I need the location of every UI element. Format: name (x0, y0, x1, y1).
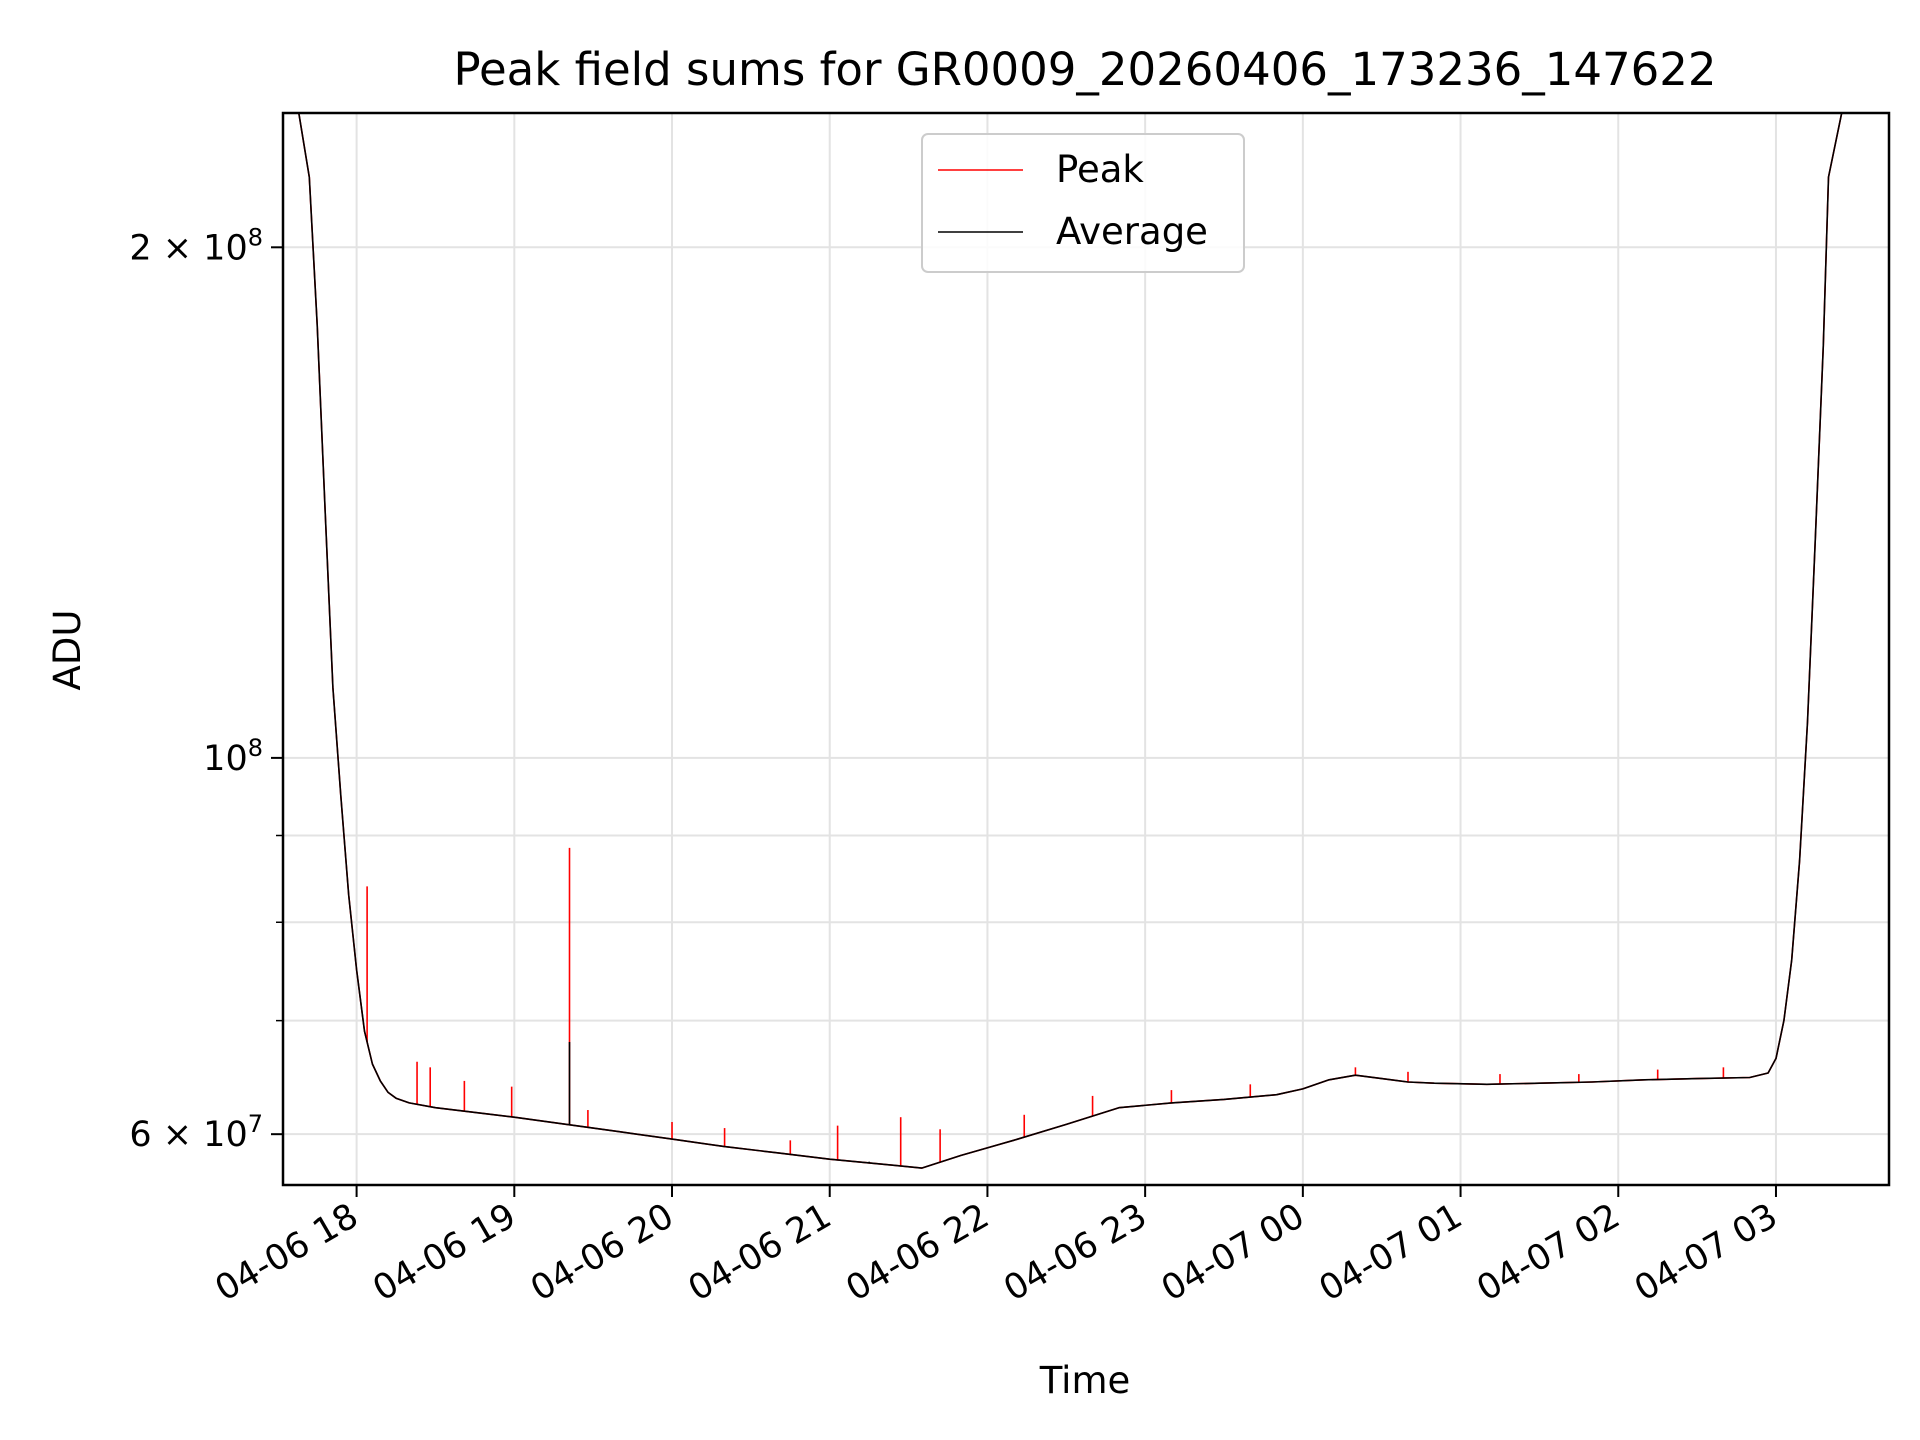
legend: Peak Average (921, 133, 1245, 273)
series-line-average (283, 113, 1889, 1169)
x-tick-label: 04-06 22 (840, 1196, 996, 1309)
series-average (283, 113, 1889, 1169)
y-axis: 6 × 107 108 2 × 108 (129, 223, 283, 1155)
chart-title: Peak field sums for GR0009_20260406_1732… (453, 43, 1716, 96)
x-tick-label: 04-06 19 (367, 1196, 523, 1309)
y-tick-label: 2 × 108 (129, 223, 263, 268)
x-tick-label: 04-06 20 (524, 1196, 680, 1309)
plot-frame (281, 111, 1891, 1187)
x-tick-label: 04-07 03 (1628, 1196, 1784, 1309)
y-tick-label: 108 (203, 734, 263, 779)
legend-label-peak: Peak (1056, 148, 1144, 191)
legend-box (921, 133, 1245, 273)
x-axis: 04-06 18 04-06 19 04-06 20 04-06 21 04-06 22… (209, 1185, 1784, 1309)
legend-label-average: Average (1056, 210, 1208, 253)
grid-lines (283, 113, 1889, 1185)
series-layer (283, 113, 1889, 1169)
x-tick-label: 04-06 23 (997, 1196, 1153, 1309)
x-tick-label: 04-07 00 (1155, 1196, 1311, 1309)
x-axis-label: Time (1039, 1359, 1131, 1402)
x-tick-label: 04-06 21 (682, 1196, 838, 1309)
y-tick-label: 6 × 107 (129, 1110, 263, 1155)
y-axis-label: ADU (46, 610, 89, 691)
x-tick-label: 04-07 01 (1313, 1196, 1469, 1309)
x-tick-label: 04-06 18 (209, 1196, 365, 1309)
x-tick-label: 04-07 02 (1470, 1196, 1626, 1309)
